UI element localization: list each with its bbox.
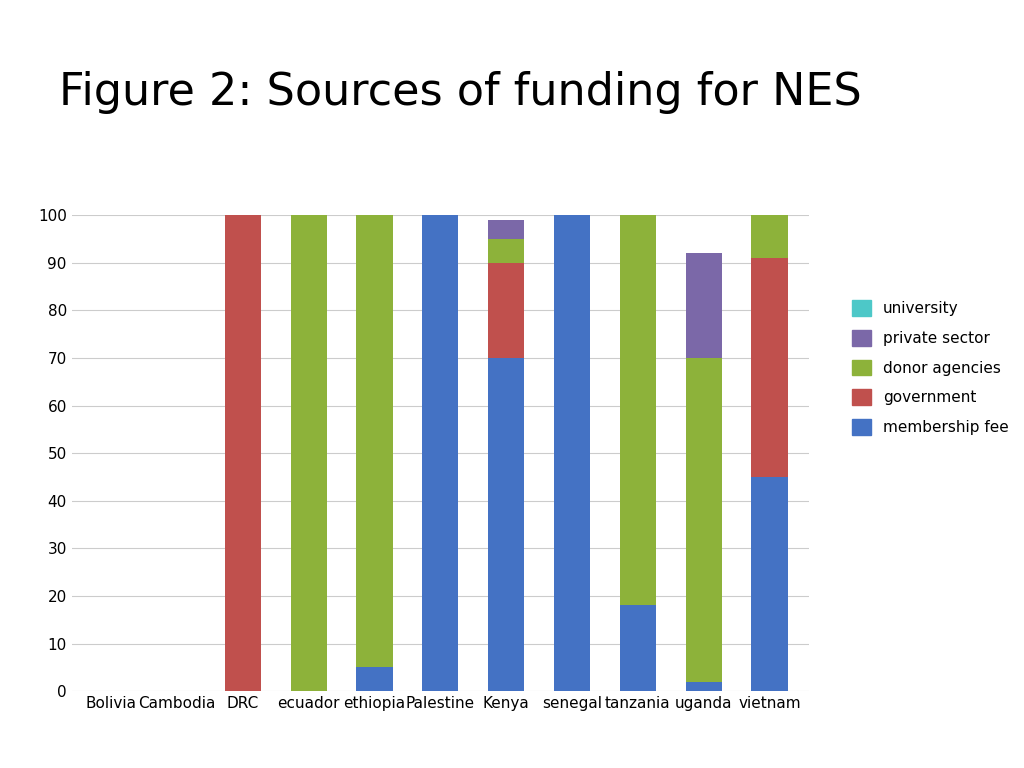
Bar (224, 215, 261, 691)
Bar (488, 358, 524, 691)
Bar (356, 667, 392, 691)
Text: Figure 2: Sources of funding for NES: Figure 2: Sources of funding for NES (59, 71, 862, 114)
Bar (488, 239, 524, 263)
Bar (620, 215, 656, 605)
Bar (685, 682, 722, 691)
Bar (752, 258, 787, 477)
Bar (422, 215, 459, 691)
Bar (752, 215, 787, 258)
Bar (620, 605, 656, 691)
Legend: university, private sector, donor agencies, government, membership fee: university, private sector, donor agenci… (846, 294, 1015, 442)
Bar (685, 253, 722, 358)
Bar (685, 358, 722, 682)
Bar (356, 215, 392, 667)
Bar (488, 220, 524, 239)
Bar (554, 215, 590, 691)
Bar (752, 477, 787, 691)
Bar (488, 263, 524, 358)
Bar (291, 215, 327, 691)
